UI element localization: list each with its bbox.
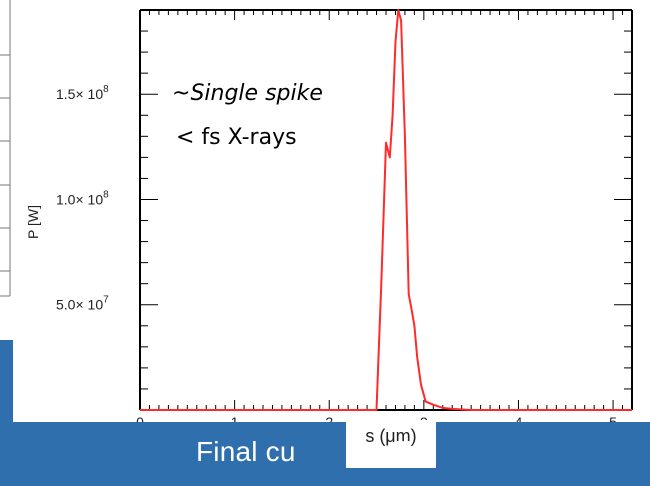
slide-caption: Final cu ofile <box>196 436 428 468</box>
x-tick-label: 5 <box>609 414 617 422</box>
axis-ticks <box>139 9 633 410</box>
x-axis-label-box: s (μm) <box>346 420 436 468</box>
x-tick-label: 3 <box>420 414 428 422</box>
y-tick-label: 1.0× 108 <box>56 189 109 207</box>
axes-frame <box>139 9 633 411</box>
power-chart: 0 1 2 3 4 5 5.0× 107 1.0× 108 1.5× 108 P [W] ~S… <box>0 0 633 422</box>
caption-left: Final cu <box>196 436 296 467</box>
y-axis-label: P [W] <box>25 205 41 239</box>
x-tick-label: 1 <box>231 414 239 422</box>
background-chart-remnant <box>0 0 11 297</box>
x-tick-label: 2 <box>325 414 333 422</box>
y-tick-labels: 5.0× 107 1.0× 108 1.5× 108 <box>56 84 109 313</box>
annotation-single-spike: ~Single spike <box>172 81 323 106</box>
x-axis-label: s (μm) <box>365 426 417 446</box>
x-tick-labels: 0 1 2 3 4 5 <box>136 414 617 422</box>
caption-right: ofile <box>375 436 429 467</box>
y-tick-label: 5.0× 107 <box>56 295 109 313</box>
plot-panel: 0 1 2 3 4 5 5.0× 107 1.0× 108 1.5× 108 P [W] ~S… <box>0 0 650 422</box>
left-side-bar <box>0 340 13 422</box>
x-tick-label: 4 <box>515 414 523 422</box>
series-group <box>140 9 632 411</box>
series-line <box>140 9 632 411</box>
y-tick-label: 1.5× 108 <box>56 84 109 102</box>
x-tick-label: 0 <box>136 414 144 422</box>
annotation-fs-xrays: < fs X-rays <box>176 125 297 150</box>
